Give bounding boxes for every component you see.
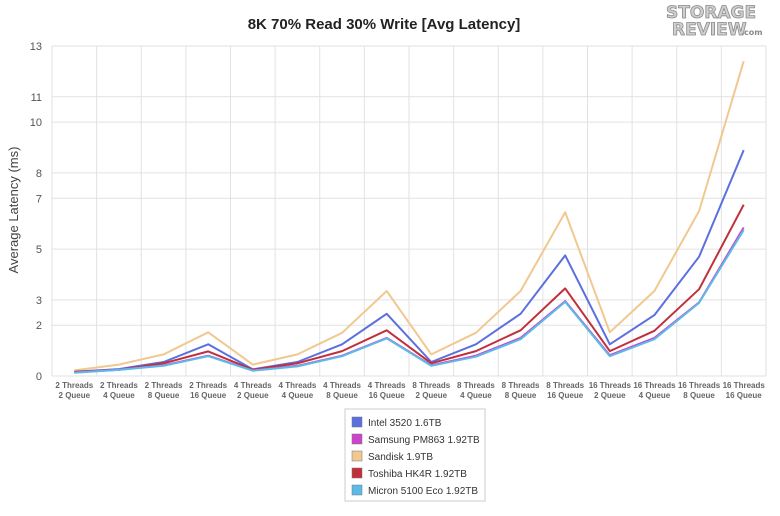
series-line-3 (74, 204, 745, 373)
x-tick-label-threads: 2 Threads (55, 381, 93, 390)
x-tick-label-threads: 8 Threads (502, 381, 540, 390)
y-tick-label: 3 (36, 295, 42, 307)
y-tick-label: 7 (36, 193, 42, 205)
x-tick-label-queue: 2 Queue (237, 391, 269, 400)
grid (51, 45, 767, 377)
x-tick-label-threads: 2 Threads (189, 381, 227, 390)
y-tick-label: 11 (31, 92, 42, 104)
x-tick-label-threads: 16 Threads (633, 381, 676, 390)
x-tick-label-threads: 16 Threads (678, 381, 721, 390)
x-tick-label-queue: 4 Queue (460, 391, 492, 400)
logo-line1: STORAGE (666, 3, 756, 23)
x-tick-label-threads: 8 Threads (457, 381, 495, 390)
x-tick-label-threads: 2 Threads (100, 381, 138, 390)
series-line-2 (74, 60, 745, 372)
legend-swatch (351, 416, 363, 428)
series-lines (74, 60, 745, 374)
chart-title: 8K 70% Read 30% Write [Avg Latency] (248, 16, 521, 33)
logo-suffix: .com (741, 28, 763, 37)
legend-swatch (351, 433, 363, 445)
legend-label: Samsung PM863 1.92TB (368, 435, 480, 446)
x-tick-label-threads: 4 Threads (368, 381, 406, 390)
x-tick-label-queue: 16 Queue (726, 391, 763, 400)
y-tick-label: 0 (36, 371, 42, 383)
series-line-0 (74, 149, 745, 373)
x-tick-label-queue: 8 Queue (326, 391, 358, 400)
legend: Intel 3520 1.6TB Samsung PM863 1.92TB Sand… (344, 408, 486, 502)
x-tick-label-threads: 16 Threads (589, 381, 632, 390)
x-tick-label-queue: 4 Queue (103, 391, 135, 400)
legend-label: Intel 3520 1.6TB (368, 418, 442, 429)
x-tick-label-threads: 16 Threads (723, 381, 766, 390)
x-tick-label-threads: 8 Threads (412, 381, 450, 390)
x-tick-label-queue: 4 Queue (282, 391, 314, 400)
y-tick-label: 8 (36, 168, 42, 180)
x-tick-label-queue: 2 Queue (416, 391, 448, 400)
y-axis-label: Average Latency (ms) (6, 147, 21, 274)
x-tick-label-queue: 8 Queue (148, 391, 180, 400)
x-tick-label-queue: 8 Queue (683, 391, 715, 400)
legend-swatch (351, 467, 363, 479)
x-tick-label-threads: 4 Threads (323, 381, 361, 390)
legend-swatch (351, 450, 363, 462)
x-tick-label-threads: 4 Threads (234, 381, 272, 390)
series-line-4 (74, 229, 745, 374)
y-axis-ticks: 0 2 3 5 7 8 10 11 13 (30, 41, 42, 383)
x-tick-label-queue: 16 Queue (369, 391, 406, 400)
y-tick-label: 10 (30, 117, 42, 129)
logo: STORAGE REVIEW .com (666, 3, 763, 41)
x-tick-label-queue: 8 Queue (505, 391, 537, 400)
x-tick-label-queue: 4 Queue (639, 391, 671, 400)
legend-label: Sandisk 1.9TB (368, 452, 433, 463)
x-tick-label-queue: 16 Queue (547, 391, 584, 400)
legend-box (344, 408, 486, 502)
logo-line2: REVIEW (672, 20, 747, 40)
x-tick-label-queue: 16 Queue (190, 391, 227, 400)
x-tick-label-queue: 2 Queue (59, 391, 91, 400)
y-tick-label: 2 (36, 320, 42, 332)
y-tick-label: 13 (30, 41, 42, 53)
y-tick-label: 5 (36, 244, 42, 256)
legend-label: Micron 5100 Eco 1.92TB (368, 486, 478, 497)
x-tick-label-threads: 2 Threads (145, 381, 183, 390)
x-tick-label-threads: 4 Threads (279, 381, 317, 390)
x-tick-label-threads: 8 Threads (546, 381, 584, 390)
x-tick-label-queue: 2 Queue (594, 391, 626, 400)
legend-label: Toshiba HK4R 1.92TB (368, 469, 467, 480)
legend-swatch (351, 484, 363, 496)
